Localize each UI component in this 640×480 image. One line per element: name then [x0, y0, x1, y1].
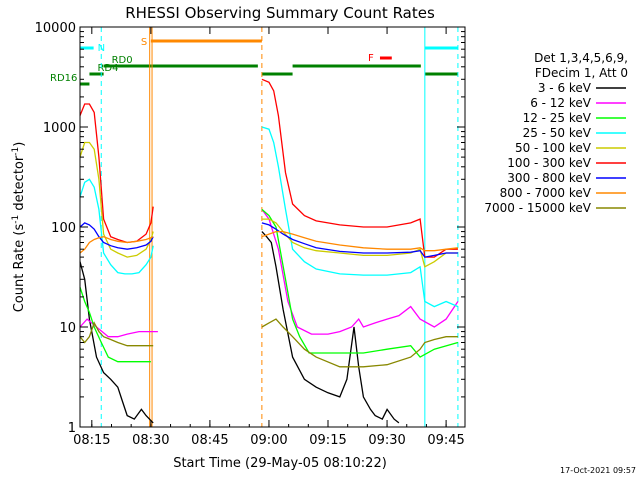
legend-header-line2: FDecim 1, Att 0: [535, 66, 628, 80]
legend-header-line1: Det 1,3,4,5,6,9,: [534, 51, 628, 65]
series-8-segment-1: [261, 318, 458, 368]
series-7-segment-0: [79, 236, 154, 254]
series-5-segment-0: [79, 103, 154, 244]
legend-label-5: 100 - 300 keV: [507, 156, 591, 170]
series-7-segment-1: [261, 230, 458, 252]
legend-label-7: 800 - 7000 keV: [500, 186, 592, 200]
legend-label-3: 25 - 50 keV: [523, 126, 592, 140]
legend: Det 1,3,4,5,6,9, FDecim 1, Att 0 3 - 6 k…: [484, 51, 628, 215]
legend-label-0: 3 - 6 keV: [538, 81, 592, 95]
x-tick-label-1: 08:30: [132, 433, 169, 448]
plot-area: SNFRD16RD4RD0: [50, 26, 466, 428]
y-tick-label-3: 1000: [43, 121, 76, 136]
series-8-segment-0: [79, 321, 154, 347]
x-axis-ticks: 08:15 08:30 08:45 09:00 09:15 09:30 09:45: [73, 27, 465, 448]
series-1-segment-0: [79, 318, 158, 338]
decimation-label-2: RD0: [112, 55, 133, 66]
series-6-segment-0: [79, 222, 154, 250]
flare-label: F: [368, 53, 374, 64]
series-5-segment-1: [261, 78, 458, 258]
saa-label: S: [141, 37, 147, 48]
x-axis-label: Start Time (29-May-05 08:10:22): [173, 456, 387, 471]
y-tick-label-0: 1: [68, 421, 76, 436]
x-tick-label-0: 08:15: [73, 433, 110, 448]
series-0-segment-0: [79, 261, 154, 424]
legend-label-6: 300 - 800 keV: [507, 171, 591, 185]
series-4-segment-0: [79, 141, 154, 258]
x-tick-label-2: 08:45: [191, 433, 228, 448]
y-axis-ticks: 1 10 100 1000 10000: [35, 21, 465, 436]
footer-timestamp: 17-Oct-2021 09:57: [560, 466, 636, 475]
series-4-segment-1: [261, 218, 458, 268]
x-tick-label-4: 09:15: [309, 433, 346, 448]
series-2-segment-1: [261, 208, 459, 358]
legend-label-2: 12 - 25 keV: [523, 111, 592, 125]
legend-label-8: 7000 - 15000 keV: [484, 201, 591, 215]
legend-label-1: 6 - 12 keV: [530, 96, 592, 110]
series-3-segment-1: [261, 126, 459, 308]
y-tick-label-1: 10: [59, 321, 76, 336]
y-tick-label-2: 100: [51, 221, 76, 236]
chart-title: RHESSI Observing Summary Count Rates: [125, 4, 435, 22]
series-0-segment-1: [261, 231, 400, 424]
x-tick-label-5: 09:30: [368, 433, 405, 448]
series-1-segment-1: [261, 209, 459, 335]
decimation-label-1: RD4: [97, 63, 118, 74]
series-2-segment-0: [79, 286, 151, 363]
decimation-label-0: RD16: [50, 73, 77, 84]
y-axis-label: Count Rate (s-1 detector-1): [11, 142, 27, 313]
x-tick-label-3: 09:00: [250, 433, 287, 448]
x-tick-label-6: 09:45: [427, 433, 464, 448]
series-3-segment-0: [79, 178, 154, 275]
legend-label-4: 50 - 100 keV: [515, 141, 592, 155]
y-tick-label-4: 10000: [35, 21, 76, 36]
